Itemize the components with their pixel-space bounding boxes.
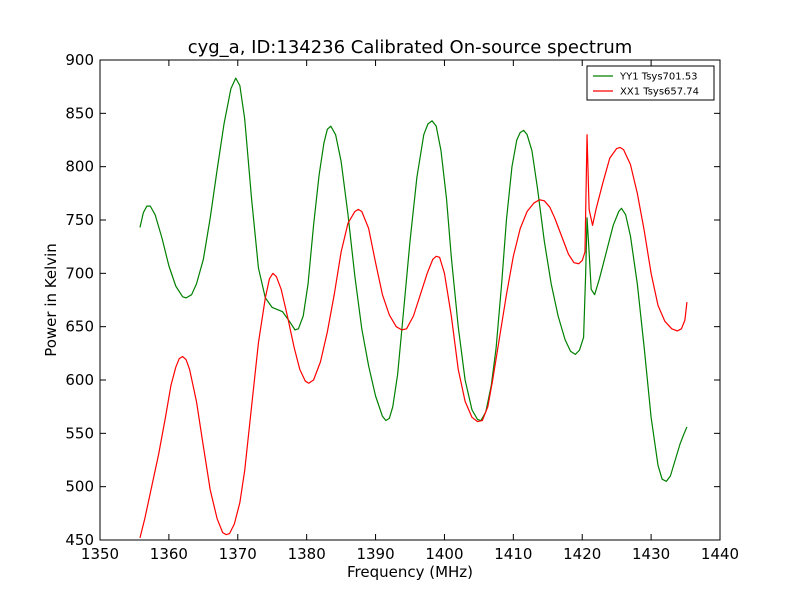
y-axis: 450 500 550 600 650 700 750 800 850 900	[65, 51, 720, 549]
y-tick-label: 600	[65, 371, 94, 389]
legend: YY1 Tsys701.53 XX1 Tsys657.74	[586, 65, 715, 101]
y-tick-label: 900	[65, 51, 94, 69]
series-line-0	[139, 77, 688, 482]
series-line-1	[139, 134, 688, 539]
y-tick-label: 550	[65, 424, 94, 442]
axes-frame	[99, 59, 721, 541]
x-tick-label: 1400	[425, 545, 463, 563]
x-tick-label: 1440	[701, 545, 739, 563]
legend-box	[586, 65, 715, 101]
y-axis-label: Power in Kelvin	[42, 243, 60, 357]
x-tick-label: 1430	[632, 545, 670, 563]
x-axis-label: Frequency (MHz)	[347, 563, 473, 581]
chart-title: cyg_a, ID:134236 Calibrated On-source sp…	[188, 37, 633, 58]
x-axis: 1350 1360 1370 1380 1390 1400 1410 1420 1430 1440	[81, 60, 739, 563]
plot-area	[139, 77, 688, 539]
x-tick-label: 1370	[219, 545, 257, 563]
y-tick-label: 650	[65, 318, 94, 336]
x-tick-label: 1350	[81, 545, 119, 563]
y-tick-label: 750	[65, 211, 94, 229]
y-tick-label: 450	[65, 531, 94, 549]
y-tick-label: 700	[65, 264, 94, 282]
y-tick-label: 850	[65, 104, 94, 122]
legend-entry-1: XX1 Tsys657.74	[620, 87, 699, 98]
x-tick-label: 1410	[494, 545, 532, 563]
x-tick-label: 1380	[288, 545, 326, 563]
x-tick-label: 1360	[150, 545, 188, 563]
legend-entry-0: YY1 Tsys701.53	[619, 72, 698, 83]
x-tick-label: 1420	[563, 545, 601, 563]
y-tick-label: 800	[65, 158, 94, 176]
y-tick-label: 500	[65, 478, 94, 496]
x-tick-label: 1390	[356, 545, 394, 563]
